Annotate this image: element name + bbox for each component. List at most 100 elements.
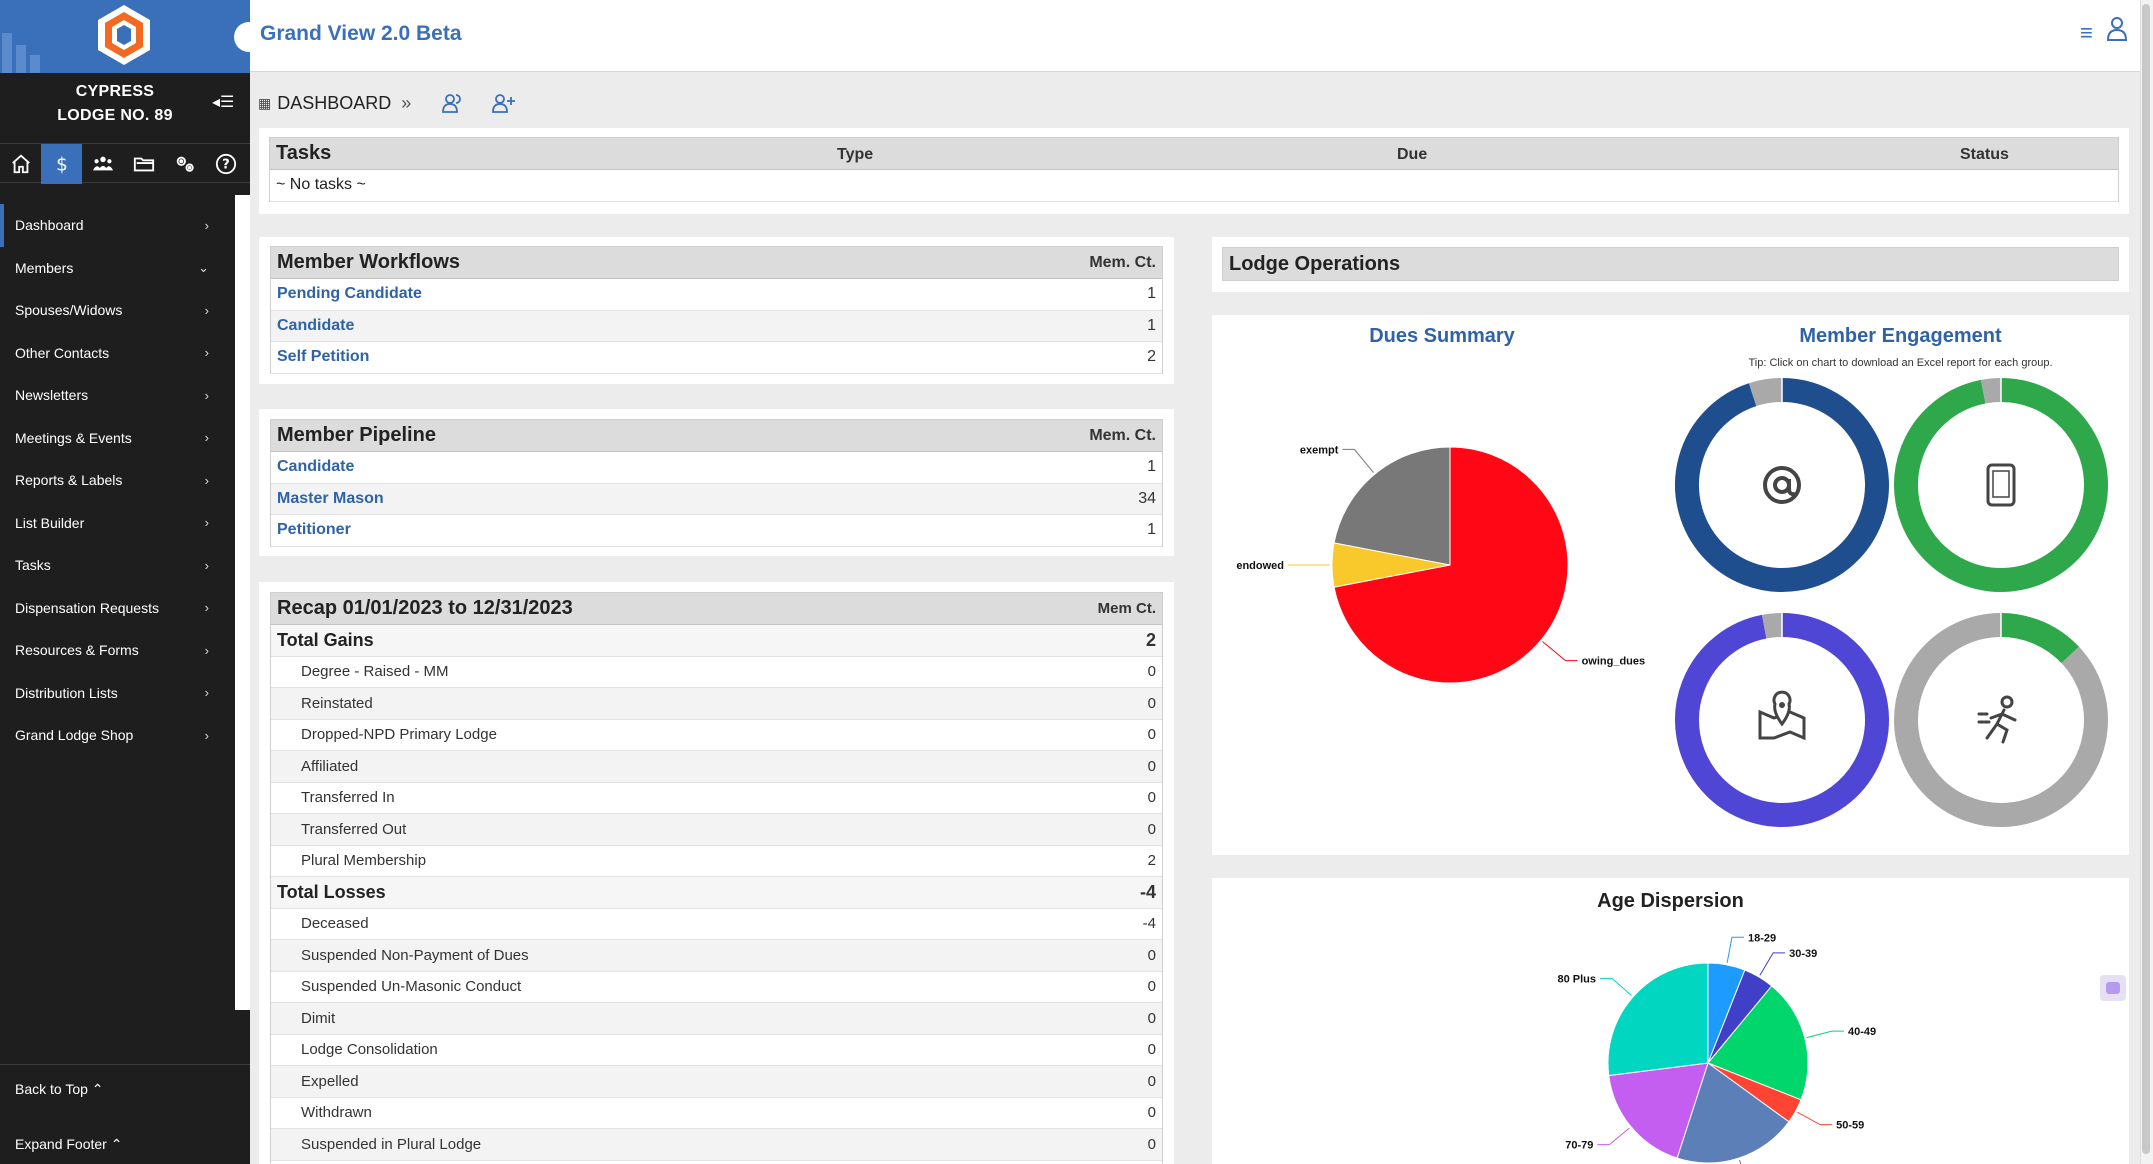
donut-value-arc[interactable] [1675,378,1889,592]
row-link[interactable]: Self Petition [277,348,370,366]
donut-remainder-arc[interactable] [1761,613,1783,639]
sidebar-item-tasks[interactable]: Tasks › [0,544,235,587]
help-icon[interactable]: ? [205,144,246,184]
table-row[interactable]: Petitioner 1 [271,515,1162,547]
row-label: Affiliated [301,757,359,775]
engagement-donut[interactable] [1675,378,1889,592]
pie-slice-owing-dues[interactable] [1333,446,1569,684]
home-icon[interactable] [0,144,41,184]
donut-value-arc[interactable] [1675,613,1889,827]
table-row[interactable]: Candidate 1 [271,310,1162,342]
people-icon[interactable] [82,144,123,184]
table-row: Suspended Non-Payment of Dues 0 [271,940,1162,972]
svg-text:?: ? [222,158,229,173]
col-type[interactable]: Type [837,146,874,163]
sidebar-item-label: Members [15,259,74,276]
sidebar-item-list-builder[interactable]: List Builder › [0,502,235,545]
pie-slice-60-69[interactable] [1676,1062,1790,1164]
table-row[interactable]: Pending Candidate 1 [271,279,1162,311]
hand-icon [2106,982,2120,994]
sidebar-item-distribution-lists[interactable]: Distribution Lists › [0,672,235,715]
row-label: Suspended Non-Payment of Dues [301,946,529,964]
sidebar-item-newsletters[interactable]: Newsletters › [0,374,235,417]
lodge-ops-table: Lodge Operations [1222,247,2119,281]
members-icon[interactable] [441,92,465,114]
sidebar-item-label: Other Contacts [15,344,110,361]
sidebar-item-meetings-events[interactable]: Meetings & Events › [0,417,235,460]
gears-icon[interactable] [164,144,205,184]
breadcrumb-dashboard[interactable]: DASHBOARD [277,92,392,113]
donut-remainder-arc[interactable] [1894,613,2108,827]
table-row[interactable]: Candidate 1 [271,452,1162,484]
engagement-charts[interactable] [1672,375,2129,855]
table-row: Affiliated 0 [271,751,1162,783]
expand-footer-link[interactable]: Expand Footer ⌃ [15,1136,123,1152]
sidebar-item-other-contacts[interactable]: Other Contacts › [0,332,235,375]
lodge-logo[interactable] [96,3,152,67]
sidebar-item-label: List Builder [15,514,85,531]
row-count: -4 [1142,915,1156,933]
phone-icon [1986,463,2016,507]
donut-remainder-arc[interactable] [1980,378,2002,404]
tasks-title: Tasks [276,142,332,164]
sidebar-item-label: Distribution Lists [15,684,118,701]
user-icon[interactable] [2106,16,2128,42]
age-card: Age Dispersion 18-2930-3940-4950-5960-69… [1212,878,2129,1164]
sidebar-item-label: Meetings & Events [15,429,132,446]
engagement-donut[interactable] [1894,378,2108,592]
row-link[interactable]: Candidate [277,316,355,334]
donut-value-arc[interactable] [2000,613,2079,664]
sidebar-item-reports-labels[interactable]: Reports & Labels › [0,459,235,502]
donut-remainder-arc[interactable] [1748,378,1783,407]
col-status[interactable]: Status [1960,146,2009,163]
back-to-top-link[interactable]: Back to Top ⌃ [15,1081,104,1097]
sidebar-item-grand-lodge-shop[interactable]: Grand Lodge Shop › [0,714,235,757]
sidebar-item-resources-forms[interactable]: Resources & Forms › [0,629,235,672]
gains-rows: Degree - Raised - MM 0 Reinstated 0 Dropped-… [271,657,1162,877]
dues-summary-chart[interactable]: owing_dues endowed exempt [1212,355,1672,755]
sidebar: CYPRESS LODGE NO. 89 ◂☰ $ ? Dashboard › Me… [0,0,250,1164]
sidebar-item-dispensation-requests[interactable]: Dispensation Requests › [0,587,235,630]
feedback-tab[interactable] [2100,975,2126,1001]
pie-slice-40-49[interactable] [1707,985,1809,1101]
breadcrumb: ▦ DASHBOARD » [258,90,517,116]
map-pin-icon [1758,690,1806,741]
table-row: Dimit 0 [271,1003,1162,1035]
table-row[interactable]: Master Mason 34 [271,483,1162,515]
row-link[interactable]: Petitioner [277,521,351,539]
hamburger-menu-icon[interactable]: ≡ [2080,20,2093,45]
slice-label: 50-59 [1836,1120,1864,1132]
sidebar-item-dashboard[interactable]: Dashboard › [0,204,235,247]
row-count: 0 [1147,694,1156,712]
pie-slice-exempt[interactable] [1333,446,1451,566]
slice-label: exempt [1300,444,1339,456]
collapse-sidebar-button[interactable]: ◂☰ [212,94,235,111]
add-member-icon[interactable] [491,92,517,114]
row-link[interactable]: Master Mason [277,489,384,507]
engagement-donut[interactable] [1675,613,1889,827]
table-row: Suspended Un-Masonic Conduct 0 [271,972,1162,1003]
sidebar-item-members[interactable]: Members ⌄ [0,247,235,290]
row-count: 0 [1147,946,1156,964]
row-link[interactable]: Pending Candidate [277,285,422,303]
row-count: 1 [1147,316,1156,334]
folder-icon[interactable] [123,144,164,184]
pie-slice-80-plus[interactable] [1607,962,1709,1077]
row-link[interactable]: Candidate [277,458,355,476]
dollar-icon[interactable]: $ [41,144,82,184]
pipeline-title: Member Pipeline [277,424,436,446]
row-count: 2 [1147,852,1156,870]
donut-value-arc[interactable] [1894,378,2108,592]
recap-header: Recap 01/01/2023 to 12/31/2023 Mem Ct. [271,593,1162,625]
table-row[interactable]: Self Petition 2 [271,342,1162,374]
col-due[interactable]: Due [1397,146,1428,163]
engagement-donut[interactable] [1894,613,2108,827]
sidebar-item-spouses-widows[interactable]: Spouses/Widows › [0,289,235,332]
sidebar-scrollbar[interactable] [235,195,250,1010]
row-label: Plural Membership [301,852,427,870]
running-icon [1977,695,2017,744]
chevron-right-icon: › [204,685,209,701]
pie-slice-70-79[interactable] [1608,1062,1709,1159]
page-scrollbar-thumb[interactable] [2142,4,2150,1154]
